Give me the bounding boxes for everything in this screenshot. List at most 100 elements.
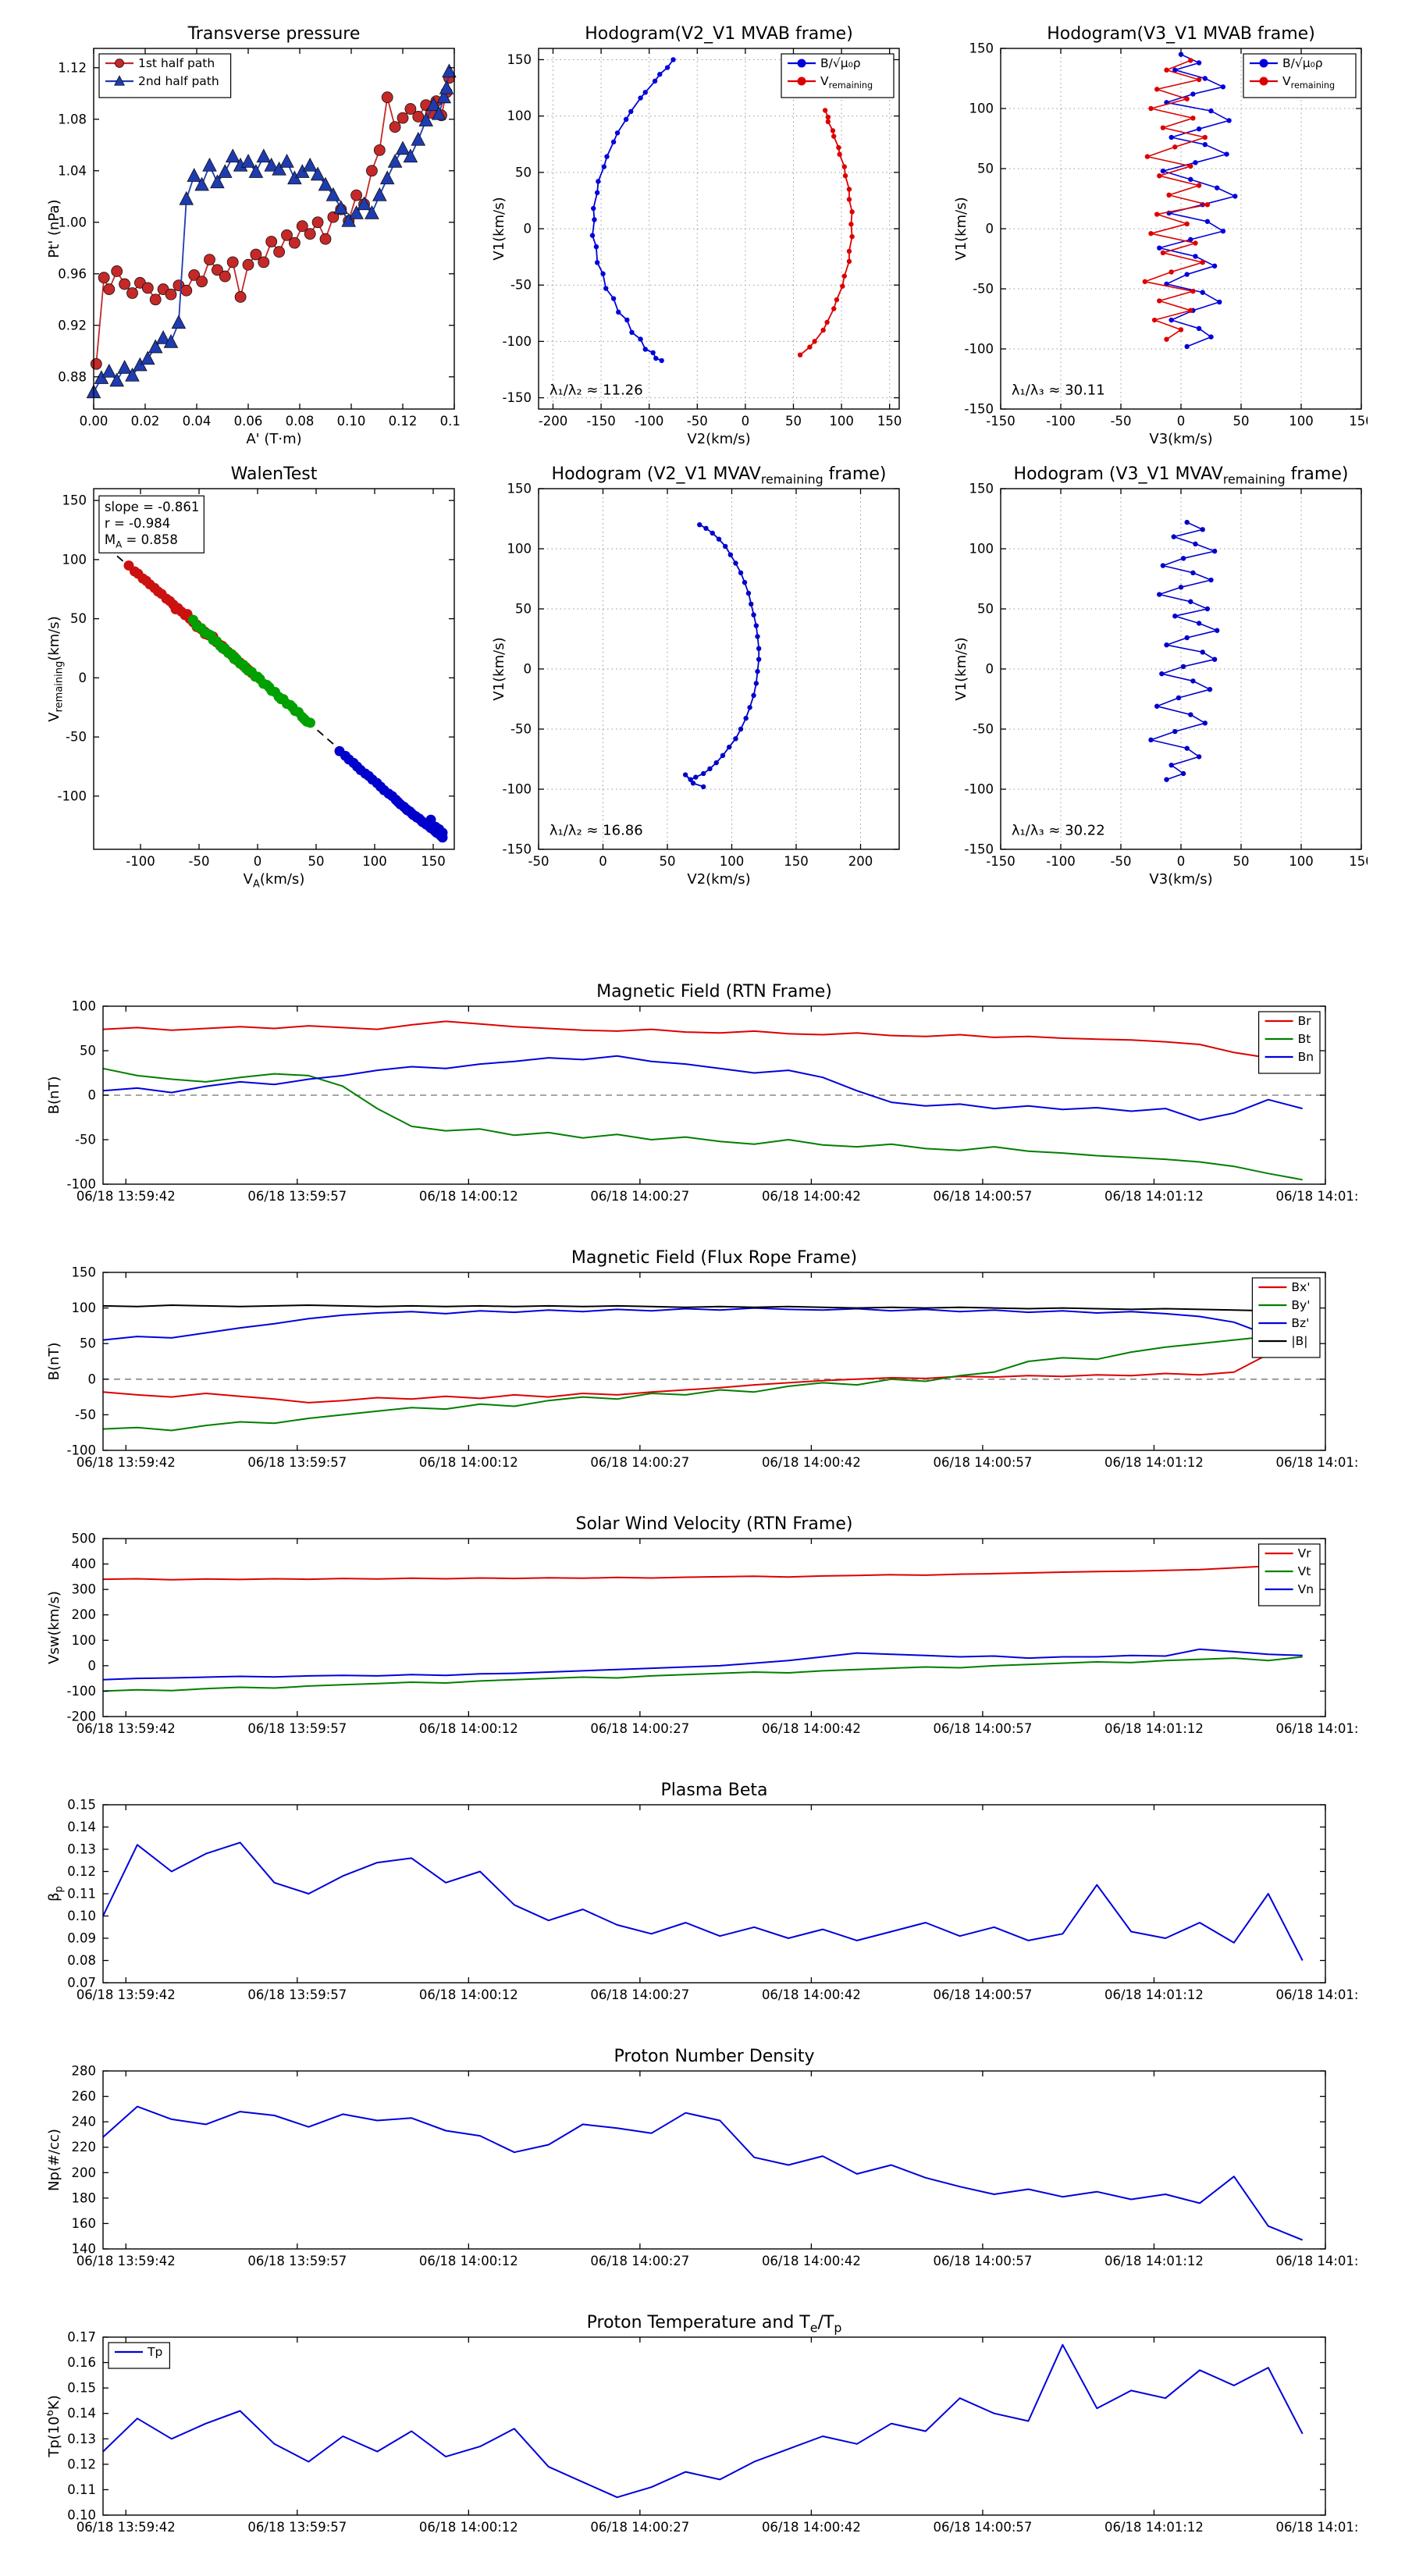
svg-text:Proton Number Density: Proton Number Density: [614, 2047, 815, 2066]
svg-text:06/18 14:00:57: 06/18 14:00:57: [933, 1721, 1032, 1736]
svg-text:0.14: 0.14: [67, 2406, 96, 2421]
svg-text:100: 100: [72, 999, 97, 1014]
solar-wind-velocity-chart: 06/18 13:59:42 06/18 13:59:57 06/18 14:00:…: [47, 1514, 1358, 1736]
svg-text:0: 0: [1177, 414, 1186, 429]
svg-text:βp: βp: [47, 1886, 66, 1902]
svg-text:06/18 14:00:57: 06/18 14:00:57: [933, 2520, 1032, 2535]
svg-text:06/18 14:01:27: 06/18 14:01:27: [1276, 1987, 1358, 2002]
svg-text:0.96: 0.96: [58, 266, 87, 281]
svg-text:0: 0: [986, 222, 994, 237]
svg-text:100: 100: [507, 109, 532, 123]
svg-text:-100: -100: [67, 1684, 96, 1699]
svg-text:160: 160: [72, 2216, 97, 2231]
svg-text:0.16: 0.16: [67, 2355, 96, 2370]
svg-text:06/18 14:01:12: 06/18 14:01:12: [1104, 1455, 1204, 1470]
svg-text:06/18 14:01:27: 06/18 14:01:27: [1276, 2520, 1358, 2535]
svg-text:0.12: 0.12: [67, 2457, 96, 2471]
svg-text:140: 140: [72, 2242, 97, 2257]
svg-text:180: 180: [72, 2190, 97, 2205]
panel-transverse-pressure: 0.00 0.02 0.04 0.06 0.08 0.10 0.12 0.14 0.88 0.92…: [47, 22, 461, 450]
svg-text:V1(km/s): V1(km/s): [492, 637, 507, 700]
svg-text:-100: -100: [503, 782, 532, 797]
panel-walen-test: -100 -50 0 50 100 150 -100 -50 0 50 100 150 WalenTes…: [47, 462, 461, 890]
svg-text:Bn: Bn: [1298, 1050, 1314, 1064]
svg-text:0.10: 0.10: [67, 2508, 96, 2523]
svg-text:50: 50: [785, 414, 802, 429]
svg-text:A' (T·m): A' (T·m): [246, 431, 301, 447]
svg-text:Vremaining: Vremaining: [1282, 74, 1335, 91]
svg-text:-100: -100: [58, 788, 87, 803]
svg-text:06/18 14:00:42: 06/18 14:00:42: [762, 1721, 861, 1736]
svg-text:06/18 13:59:57: 06/18 13:59:57: [247, 1455, 347, 1470]
svg-text:0: 0: [524, 662, 532, 677]
svg-text:λ₁/λ₃ ≈ 30.11: λ₁/λ₃ ≈ 30.11: [1012, 382, 1105, 399]
svg-text:06/18 13:59:57: 06/18 13:59:57: [247, 2254, 347, 2268]
svg-text:06/18 13:59:57: 06/18 13:59:57: [247, 1987, 347, 2002]
svg-text:240: 240: [72, 2115, 97, 2129]
svg-text:100: 100: [720, 854, 745, 869]
svg-text:06/18 14:01:12: 06/18 14:01:12: [1104, 1987, 1204, 2002]
svg-text:06/18 14:00:27: 06/18 14:00:27: [590, 1987, 689, 2002]
svg-text:|B|: |B|: [1291, 1334, 1307, 1348]
svg-text:Vremaining(km/s): Vremaining(km/s): [47, 616, 66, 721]
svg-text:-100: -100: [126, 854, 155, 869]
svg-text:-100: -100: [67, 1177, 96, 1192]
svg-text:Proton Temperature and Te/Tp: Proton Temperature and Te/Tp: [587, 2313, 842, 2336]
svg-text:Hodogram(V3_V1 MVAB frame): Hodogram(V3_V1 MVAB frame): [1047, 24, 1315, 44]
svg-text:VA(km/s): VA(km/s): [244, 871, 305, 890]
svg-text:0.14: 0.14: [67, 1820, 96, 1834]
svg-text:06/18 14:01:27: 06/18 14:01:27: [1276, 1721, 1358, 1736]
svg-text:150: 150: [1349, 414, 1368, 429]
svg-text:06/18 14:00:57: 06/18 14:00:57: [933, 1189, 1032, 1204]
panel-hodogram-v2v1-mvab: -200 -150 -100 -50 0 50 100 150 -150 -100 -50 0 50 10…: [492, 22, 905, 450]
svg-text:Transverse pressure: Transverse pressure: [187, 24, 361, 44]
svg-text:06/18 14:00:57: 06/18 14:00:57: [933, 1987, 1032, 2002]
svg-text:Tp(106K): Tp(106K): [47, 2395, 62, 2457]
svg-text:0: 0: [599, 854, 607, 869]
svg-text:Solar Wind Velocity (RTN Frame: Solar Wind Velocity (RTN Frame): [576, 1514, 853, 1534]
svg-text:50: 50: [308, 854, 325, 869]
svg-text:50: 50: [1233, 854, 1250, 869]
svg-text:-50: -50: [1111, 854, 1132, 869]
svg-text:06/18 14:01:12: 06/18 14:01:12: [1104, 1721, 1204, 1736]
svg-text:0.04: 0.04: [183, 414, 212, 429]
proton-number-density-chart: 06/18 13:59:42 06/18 13:59:57 06/18 14:00:…: [47, 2047, 1358, 2268]
svg-text:06/18 13:59:57: 06/18 13:59:57: [247, 1721, 347, 1736]
svg-text:1.08: 1.08: [58, 112, 87, 126]
svg-text:400: 400: [72, 1557, 97, 1571]
svg-text:-100: -100: [503, 334, 532, 349]
svg-text:06/18 13:59:42: 06/18 13:59:42: [76, 2520, 176, 2535]
panel-magnetic-field-rtn: 06/18 13:59:42 06/18 13:59:57 06/18 14:00:…: [47, 980, 1358, 1214]
svg-text:100: 100: [62, 552, 87, 567]
svg-text:-100: -100: [965, 782, 994, 797]
svg-text:0: 0: [742, 414, 750, 429]
svg-text:0.12: 0.12: [67, 1864, 96, 1879]
svg-text:B(nT): B(nT): [47, 1343, 62, 1381]
svg-text:06/18 13:59:42: 06/18 13:59:42: [76, 1987, 176, 2002]
magnetic-field-flux-rope-chart: 06/18 13:59:42 06/18 13:59:57 06/18 14:00:…: [47, 1248, 1358, 1470]
svg-text:06/18 13:59:42: 06/18 13:59:42: [76, 1189, 176, 1204]
svg-text:1.12: 1.12: [58, 60, 87, 75]
svg-text:150: 150: [62, 493, 87, 508]
svg-text:06/18 14:00:57: 06/18 14:00:57: [933, 1455, 1032, 1470]
svg-text:-100: -100: [67, 1443, 96, 1458]
svg-text:-50: -50: [510, 278, 532, 293]
svg-text:0.88: 0.88: [58, 369, 87, 384]
svg-text:0: 0: [88, 1088, 97, 1103]
panel-hodogram-v3v1-mvab: -150 -100 -50 0 50 100 150 -150 -100 -50 0 50 100 150…: [954, 22, 1368, 450]
svg-text:-50: -50: [1111, 414, 1132, 429]
svg-text:Pt' (nPa): Pt' (nPa): [47, 199, 62, 258]
svg-text:06/18 13:59:57: 06/18 13:59:57: [247, 1189, 347, 1204]
svg-text:Magnetic Field (RTN Frame): Magnetic Field (RTN Frame): [596, 982, 832, 1002]
svg-text:100: 100: [1289, 854, 1314, 869]
svg-text:06/18 14:00:27: 06/18 14:00:27: [590, 2254, 689, 2268]
svg-text:06/18 13:59:57: 06/18 13:59:57: [247, 2520, 347, 2535]
svg-text:200: 200: [72, 1607, 97, 1622]
svg-text:06/18 14:00:12: 06/18 14:00:12: [419, 2254, 518, 2268]
svg-text:150: 150: [969, 41, 994, 56]
svg-text:100: 100: [362, 854, 387, 869]
panel-proton-number-density: 06/18 13:59:42 06/18 13:59:57 06/18 14:00:…: [47, 2044, 1358, 2279]
svg-text:λ₁/λ₃ ≈ 30.22: λ₁/λ₃ ≈ 30.22: [1012, 823, 1105, 839]
svg-text:0.14: 0.14: [440, 414, 461, 429]
svg-text:-100: -100: [1046, 414, 1075, 429]
